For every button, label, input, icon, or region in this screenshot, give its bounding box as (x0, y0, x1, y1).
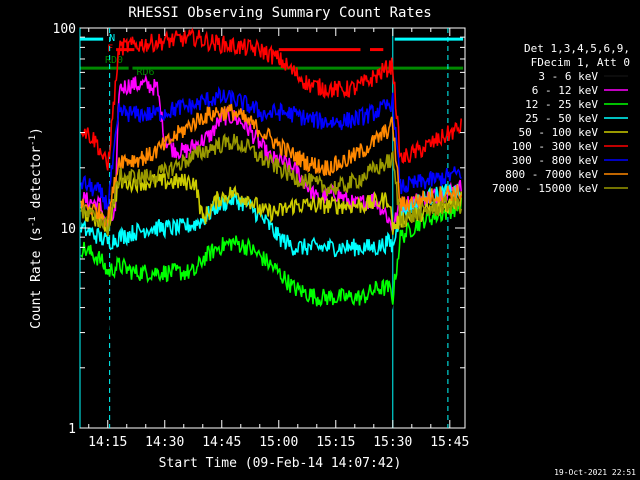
legend-entry-label: 3 - 6 keV (538, 70, 598, 83)
y-axis-label: Count Rate (s-1 detector-1) (28, 127, 44, 329)
y-axis-label-sup2: -1 (28, 135, 38, 146)
legend-header-line: Det 1,3,4,5,6,9, (524, 42, 630, 55)
series-line-12-25-keV (80, 197, 462, 308)
legend-entry-label: 800 - 7000 keV (505, 168, 598, 181)
y-tick-label: 100 (53, 22, 76, 37)
state-flags-layer: NFRD0RD6 (80, 33, 464, 78)
legend-entry-label: 100 - 300 keV (512, 140, 598, 153)
x-tick-label: 15:00 (259, 435, 298, 450)
x-tick-label: 14:30 (145, 435, 184, 450)
legend-entry-label: 300 - 800 keV (512, 154, 598, 167)
flag-label-rd6: RD6 (136, 67, 154, 78)
flag-label-n: N (109, 33, 115, 44)
x-tick-label: 15:45 (430, 435, 469, 450)
series-line-100-300-keV (80, 27, 462, 171)
legend-entry-label: 12 - 25 keV (525, 98, 598, 111)
series-line-25-50-keV (80, 183, 462, 258)
flag-label-rd0: RD0 (105, 55, 123, 66)
x-tick-label: 14:45 (202, 435, 241, 450)
legend-entry-label: 25 - 50 keV (525, 112, 598, 125)
y-axis-label-sup1: -1 (28, 216, 38, 227)
footer-timestamp: 19-Oct-2021 22:51 (554, 468, 636, 477)
y-axis-label-main: Count Rate (s (29, 227, 44, 329)
x-axis-label: Start Time (09-Feb-14 14:07:42) (159, 456, 402, 471)
y-axis-label-mid: detector (29, 146, 44, 217)
axes-layer: 14:15 14:30 14:45 15:00 15:15 15:30 15:45 1 10 10… (53, 22, 470, 450)
x-tick-label: 14:15 (88, 435, 127, 450)
series-line-7000-15000-keV (80, 133, 462, 236)
legend-entry-label: 50 - 100 keV (519, 126, 599, 139)
legend-header-line: FDecim 1, Att 0 (531, 56, 630, 69)
legend: Det 1,3,4,5,6,9,FDecim 1, Att 03 - 6 keV… (492, 42, 630, 195)
chart-title: RHESSI Observing Summary Count Rates (128, 5, 431, 21)
legend-entry-label: 7000 - 15000 keV (492, 182, 598, 195)
y-tick-label: 1 (68, 422, 76, 437)
series-line-800-7000-keV (80, 103, 462, 228)
y-tick-label: 10 (60, 222, 76, 237)
x-tick-label: 15:15 (316, 435, 355, 450)
x-tick-label: 15:30 (373, 435, 412, 450)
series-layer (80, 27, 462, 339)
y-axis-label-end: ) (29, 127, 44, 135)
legend-entry-label: 6 - 12 keV (532, 84, 599, 97)
series-line-300-800-keV (80, 86, 462, 212)
